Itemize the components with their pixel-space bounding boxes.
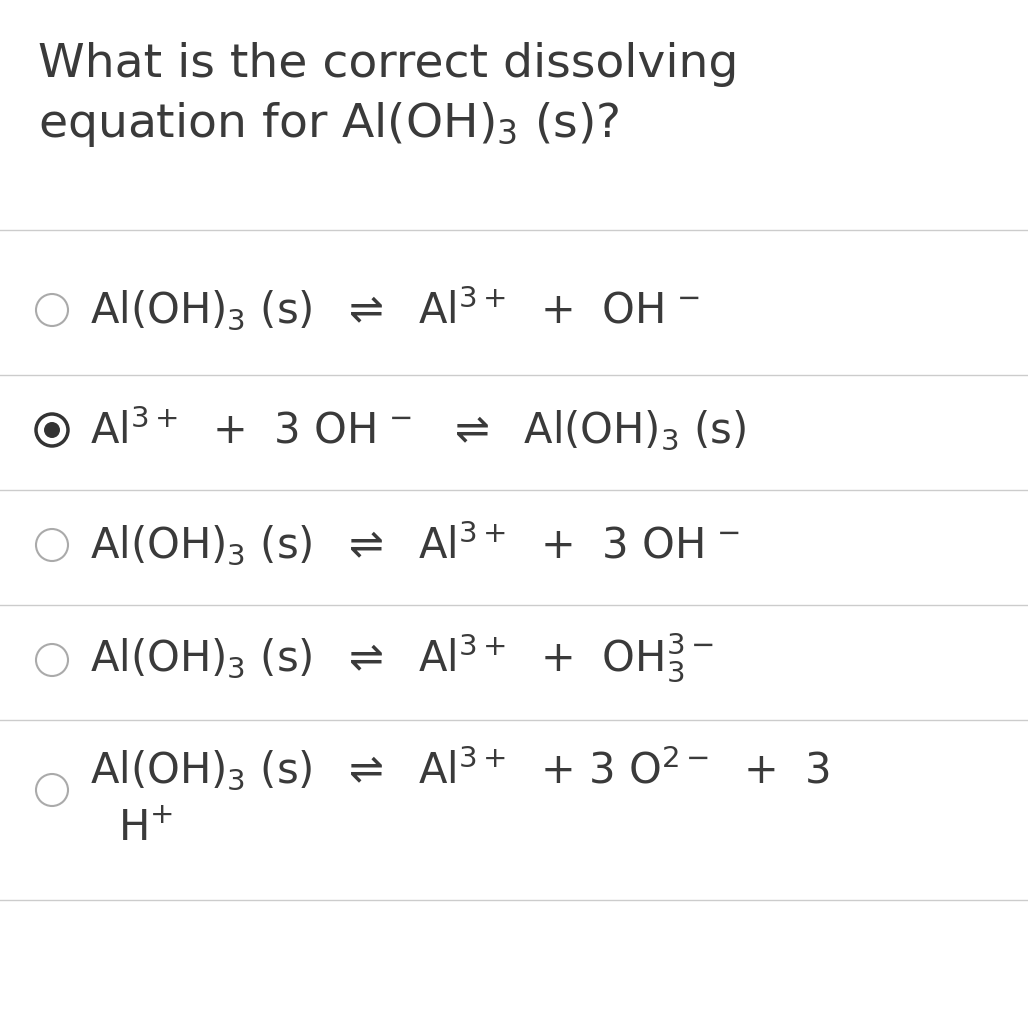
Text: What is the correct dissolving: What is the correct dissolving: [38, 42, 738, 87]
Text: equation for Al(OH)$_3$ (s)?: equation for Al(OH)$_3$ (s)?: [38, 100, 620, 149]
Text: Al$^{3+}$  +  3 OH$^{\,-}$  $\rightleftharpoons$  Al(OH)$_3$ (s): Al$^{3+}$ + 3 OH$^{\,-}$ $\rightleftharp…: [90, 403, 746, 452]
Circle shape: [36, 529, 68, 561]
Circle shape: [36, 644, 68, 676]
Circle shape: [36, 294, 68, 326]
Circle shape: [36, 774, 68, 805]
Circle shape: [36, 414, 68, 446]
Text: Al(OH)$_3$ (s)  $\rightleftharpoons$  Al$^{3+}$  +  OH$_3^{3-}$: Al(OH)$_3$ (s) $\rightleftharpoons$ Al$^…: [90, 631, 713, 685]
Text: H$^{+}$: H$^{+}$: [118, 807, 173, 849]
Circle shape: [44, 422, 60, 438]
Text: Al(OH)$_3$ (s)  $\rightleftharpoons$  Al$^{3+}$  +  3 OH$^{\,-}$: Al(OH)$_3$ (s) $\rightleftharpoons$ Al$^…: [90, 519, 740, 568]
Text: Al(OH)$_3$ (s)  $\rightleftharpoons$  Al$^{3+}$  +  OH$^{\,-}$: Al(OH)$_3$ (s) $\rightleftharpoons$ Al$^…: [90, 283, 700, 332]
Text: Al(OH)$_3$ (s)  $\rightleftharpoons$  Al$^{3+}$  + 3 O$^{2-}$  +  3: Al(OH)$_3$ (s) $\rightleftharpoons$ Al$^…: [90, 743, 830, 792]
